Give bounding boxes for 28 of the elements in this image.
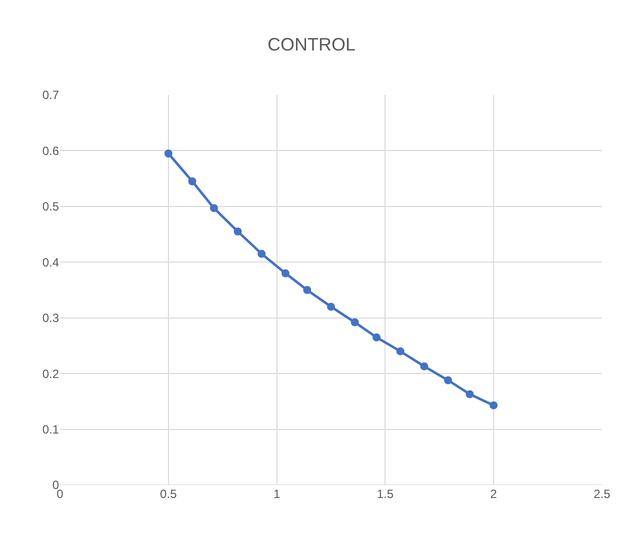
point xyxy=(420,362,428,370)
point xyxy=(164,150,172,158)
point xyxy=(188,177,196,186)
x-tick-label: 0.5 xyxy=(160,487,178,501)
point xyxy=(281,269,290,278)
point xyxy=(234,228,242,236)
chart-title: CONTROL xyxy=(267,34,356,54)
x-tick-label: 1.5 xyxy=(376,487,394,501)
point xyxy=(303,286,312,294)
point xyxy=(444,376,452,384)
y-tick-label: 0.2 xyxy=(42,366,60,381)
x-tick-label: 2.5 xyxy=(594,487,611,501)
y-tick-label: 0.7 xyxy=(42,88,60,102)
point xyxy=(466,390,474,398)
point xyxy=(350,318,359,326)
point xyxy=(372,333,381,342)
x-tick-label: 2 xyxy=(490,487,498,501)
x-tick-label: 1 xyxy=(273,487,280,501)
y-tick-label: 0.3 xyxy=(42,311,60,326)
point xyxy=(396,347,404,356)
point xyxy=(490,401,498,410)
y-tick-label: 0.4 xyxy=(42,255,60,270)
y-tick-label: 0.1 xyxy=(42,422,60,436)
point xyxy=(258,250,266,258)
point xyxy=(210,204,218,212)
y-tick-label: 0.5 xyxy=(42,200,60,214)
point xyxy=(327,302,335,311)
y-tick-label: 0.6 xyxy=(42,144,60,158)
